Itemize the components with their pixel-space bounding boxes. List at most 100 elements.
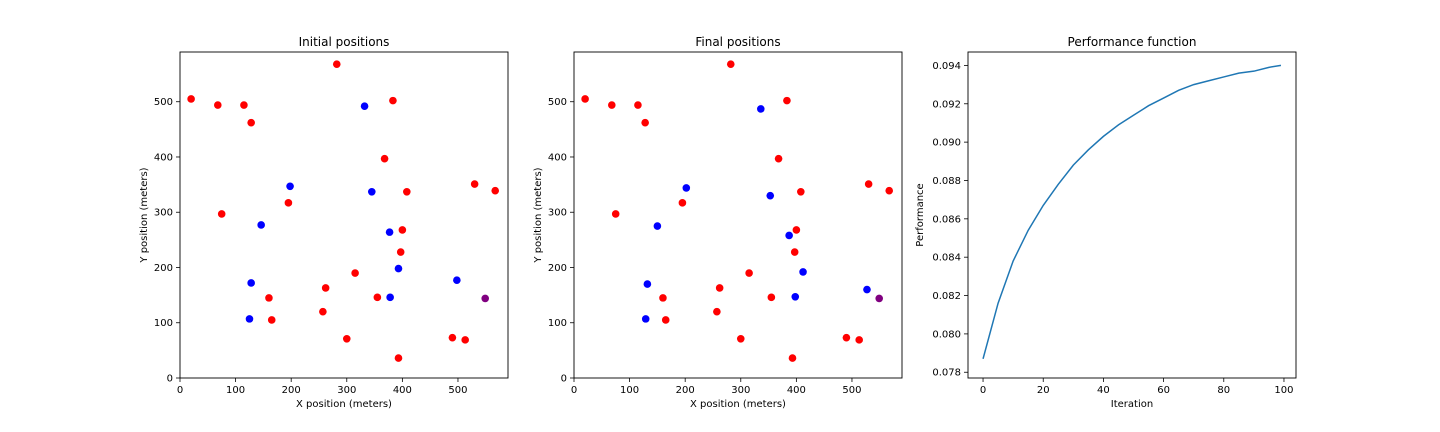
x-tick-label: 400: [787, 385, 806, 396]
data-point-red: [788, 354, 797, 362]
data-point-red: [745, 269, 753, 277]
data-point-blue: [245, 315, 254, 323]
y-tick-label: 0.082: [932, 291, 961, 302]
data-point-blue: [386, 293, 394, 302]
data-point-blue: [394, 264, 403, 273]
data-point-blue: [385, 228, 394, 236]
x-ticks: 0 100 200 300 400 500: [177, 378, 468, 396]
data-point-red: [332, 60, 341, 68]
x-tick-label: 100: [620, 385, 639, 396]
data-point-red: [611, 210, 620, 218]
x-tick-label: 60: [1157, 385, 1170, 396]
plot-frame: [573, 51, 903, 379]
data-point-red: [774, 154, 783, 163]
x-tick-label: 40: [1097, 385, 1110, 396]
data-point-red: [470, 180, 479, 188]
y-axis-label: Y position (meters): [533, 167, 544, 263]
x-axis-label: X position (meters): [690, 399, 786, 410]
data-point-red: [351, 269, 359, 277]
data-point-red: [389, 96, 397, 105]
data-point-red: [608, 101, 616, 109]
y-axis-label: Performance: [915, 183, 926, 246]
x-tick-label: 80: [1217, 385, 1230, 396]
data-point-red: [581, 95, 589, 103]
x-tick-label: 100: [226, 385, 245, 396]
data-point-red: [396, 248, 405, 256]
x-tick-label: 0: [177, 385, 183, 396]
x-tick-label: 400: [393, 385, 412, 396]
data-point-red: [380, 154, 389, 163]
x-tick-label: 200: [282, 385, 301, 396]
chart-title: Initial positions: [299, 35, 390, 49]
panel-initial-positions: Initial positions 0 100 200 300 400 500 0 100 2…: [139, 35, 509, 410]
y-tick-label: 200: [154, 263, 173, 274]
data-point-red: [321, 284, 330, 292]
x-ticks: 0 20 40 60 80 100: [980, 378, 1294, 396]
x-ticks: 0 100 200 300 400 500: [571, 378, 862, 396]
data-point-blue: [682, 184, 691, 192]
y-tick-label: 500: [548, 97, 567, 108]
data-point-red: [713, 307, 721, 316]
x-tick-label: 200: [676, 385, 695, 396]
data-point-red: [284, 199, 293, 207]
plot-frame: [179, 51, 509, 379]
y-tick-label: 0.094: [932, 61, 961, 72]
data-point-red: [240, 101, 248, 109]
data-point-red: [398, 226, 407, 234]
data-point-red: [247, 118, 255, 127]
data-point-red: [736, 334, 745, 343]
y-tick-label: 0.092: [932, 99, 961, 110]
data-point-red: [217, 210, 226, 218]
data-point-red: [842, 333, 851, 342]
data-point-purple: [481, 294, 490, 303]
data-point-red: [319, 307, 327, 316]
y-tick-label: 0.080: [932, 329, 961, 340]
data-point-red: [715, 284, 724, 292]
data-point-red: [403, 187, 411, 196]
data-point-red: [394, 354, 403, 362]
data-point-red: [214, 101, 222, 109]
y-ticks: 0 100 200 300 400 500: [154, 97, 180, 385]
data-point-red: [659, 294, 667, 302]
data-points: [581, 60, 894, 362]
data-point-red: [885, 186, 894, 195]
data-point-red: [864, 180, 873, 188]
data-point-blue: [453, 276, 461, 284]
y-tick-label: 400: [548, 152, 567, 163]
panel-performance-function: Performance function 0 20 40 60 80 100 0.0780…: [915, 35, 1297, 410]
y-tick-label: 0.086: [932, 214, 961, 225]
y-tick-label: 500: [154, 97, 173, 108]
data-point-blue: [286, 182, 294, 191]
x-axis-label: Iteration: [1111, 399, 1153, 410]
data-point-red: [855, 336, 863, 344]
y-tick-label: 100: [548, 318, 567, 329]
data-point-blue: [641, 315, 650, 323]
panel-final-positions: Final positions 0 100 200 300 400 500 0 100 200…: [533, 35, 903, 410]
data-points: [187, 60, 500, 362]
y-tick-label: 100: [154, 318, 173, 329]
data-point-red: [342, 334, 351, 343]
y-ticks: 0.078 0.080 0.082 0.084 0.086 0.088 0.090 0.092…: [932, 61, 968, 379]
chart-title: Performance function: [1068, 35, 1197, 49]
y-tick-label: 300: [548, 208, 567, 219]
x-tick-label: 500: [448, 385, 467, 396]
x-tick-label: 300: [731, 385, 750, 396]
x-tick-label: 300: [337, 385, 356, 396]
chart-title: Final positions: [695, 35, 780, 49]
data-point-blue: [643, 280, 652, 288]
y-ticks: 0 100 200 300 400 500: [548, 97, 574, 385]
data-point-blue: [799, 268, 807, 276]
y-axis-label: Y position (meters): [139, 167, 150, 263]
data-point-red: [790, 248, 799, 256]
y-tick-label: 0.078: [932, 368, 961, 379]
data-point-blue: [863, 285, 871, 294]
data-point-red: [448, 333, 457, 342]
data-point-red: [661, 316, 670, 324]
data-point-red: [187, 95, 195, 103]
x-tick-label: 0: [980, 385, 986, 396]
x-tick-label: 500: [842, 385, 861, 396]
data-point-red: [373, 293, 382, 302]
data-point-blue: [257, 221, 265, 229]
data-point-red: [783, 96, 791, 105]
plot-frame: [967, 51, 1297, 379]
